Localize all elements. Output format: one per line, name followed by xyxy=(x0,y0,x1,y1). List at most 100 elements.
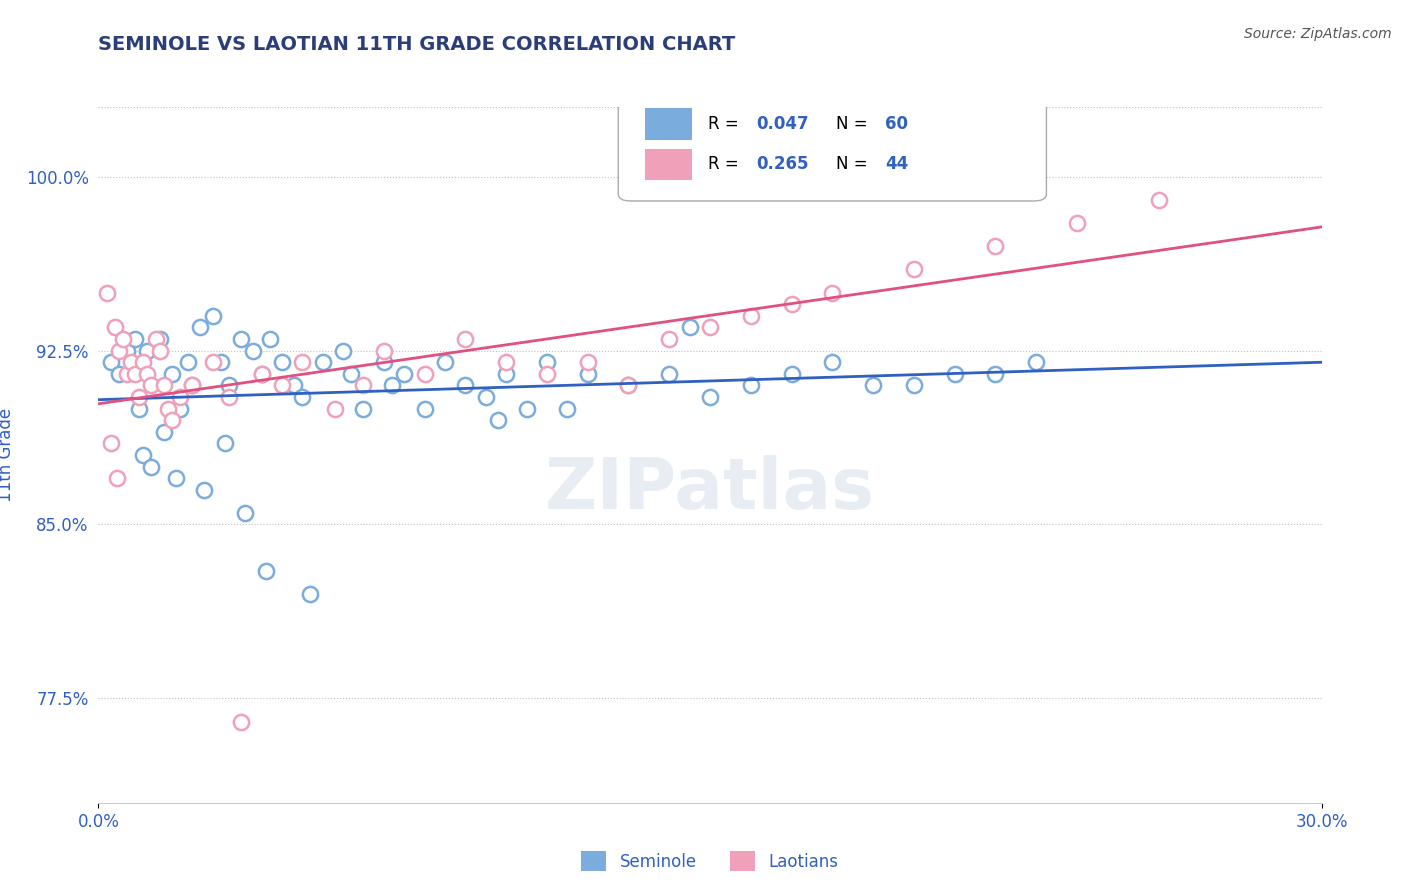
Point xyxy=(124,367,146,381)
Point xyxy=(903,378,925,392)
Y-axis label: 11th Grade: 11th Grade xyxy=(0,408,14,502)
Point xyxy=(413,367,436,381)
Text: 0.265: 0.265 xyxy=(756,155,808,173)
Point xyxy=(231,332,253,346)
Point xyxy=(218,390,240,404)
Point xyxy=(132,355,155,369)
Text: Source: ZipAtlas.com: Source: ZipAtlas.com xyxy=(1244,27,1392,41)
Point xyxy=(352,378,374,392)
Point xyxy=(454,332,477,346)
Point xyxy=(780,297,803,311)
Point xyxy=(780,367,803,381)
Point xyxy=(291,390,314,404)
Point xyxy=(218,378,240,392)
Point xyxy=(115,343,138,358)
Point xyxy=(165,471,187,485)
Text: R =: R = xyxy=(707,155,744,173)
Text: 44: 44 xyxy=(884,155,908,173)
Point xyxy=(136,367,159,381)
Point xyxy=(160,367,183,381)
Point xyxy=(617,378,640,392)
Point xyxy=(495,355,517,369)
Point xyxy=(108,343,131,358)
Point xyxy=(124,332,146,346)
Point xyxy=(104,320,127,334)
Point xyxy=(242,343,264,358)
Point xyxy=(352,401,374,416)
Point xyxy=(474,390,498,404)
Point xyxy=(201,355,224,369)
Text: SEMINOLE VS LAOTIAN 11TH GRADE CORRELATION CHART: SEMINOLE VS LAOTIAN 11TH GRADE CORRELATI… xyxy=(98,35,735,54)
Point xyxy=(270,378,294,392)
Point xyxy=(231,714,253,729)
Point xyxy=(283,378,305,392)
Point xyxy=(100,355,122,369)
Point xyxy=(152,425,174,439)
Point xyxy=(209,355,232,369)
Bar xyxy=(645,109,692,140)
Point xyxy=(291,355,314,369)
Point xyxy=(214,436,236,450)
Point xyxy=(617,378,640,392)
Point xyxy=(128,401,150,416)
Point xyxy=(181,378,204,392)
Point xyxy=(536,355,558,369)
Point xyxy=(160,413,183,427)
Text: 60: 60 xyxy=(884,115,908,134)
Point xyxy=(381,378,404,392)
Point xyxy=(233,506,256,520)
Point xyxy=(250,367,273,381)
Point xyxy=(100,436,122,450)
Point xyxy=(486,413,509,427)
Point xyxy=(149,332,172,346)
Point xyxy=(699,390,721,404)
Point xyxy=(120,355,142,369)
Point xyxy=(145,332,167,346)
Bar xyxy=(645,149,692,180)
Point xyxy=(821,355,844,369)
Point xyxy=(259,332,281,346)
Point xyxy=(169,390,191,404)
Text: N =: N = xyxy=(837,155,873,173)
Point xyxy=(576,367,599,381)
FancyBboxPatch shape xyxy=(619,87,1046,201)
Point xyxy=(903,262,925,277)
Text: 0.047: 0.047 xyxy=(756,115,808,134)
Legend: Seminole, Laotians: Seminole, Laotians xyxy=(575,845,845,878)
Point xyxy=(108,367,131,381)
Point xyxy=(156,401,179,416)
Point xyxy=(312,355,335,369)
Point xyxy=(658,332,681,346)
Point xyxy=(984,367,1007,381)
Point xyxy=(299,587,322,601)
Point xyxy=(1025,355,1047,369)
Point xyxy=(323,401,346,416)
Point xyxy=(433,355,456,369)
Point xyxy=(454,378,477,392)
Point xyxy=(740,378,762,392)
Point xyxy=(270,355,294,369)
Point xyxy=(136,343,159,358)
Point xyxy=(193,483,215,497)
Point xyxy=(984,239,1007,253)
Point xyxy=(111,332,134,346)
Point xyxy=(115,367,138,381)
Point xyxy=(201,309,224,323)
Point xyxy=(250,367,273,381)
Point xyxy=(740,309,762,323)
Point xyxy=(392,367,416,381)
Point xyxy=(332,343,354,358)
Text: R =: R = xyxy=(707,115,744,134)
Point xyxy=(132,448,155,462)
Point xyxy=(1066,216,1088,230)
Point xyxy=(536,367,558,381)
Point xyxy=(128,390,150,404)
Point xyxy=(340,367,363,381)
Point xyxy=(149,343,172,358)
Point xyxy=(254,564,277,578)
Point xyxy=(576,355,599,369)
Point xyxy=(96,285,118,300)
Point xyxy=(181,378,204,392)
Text: ZIPatlas: ZIPatlas xyxy=(546,455,875,524)
Point xyxy=(188,320,212,334)
